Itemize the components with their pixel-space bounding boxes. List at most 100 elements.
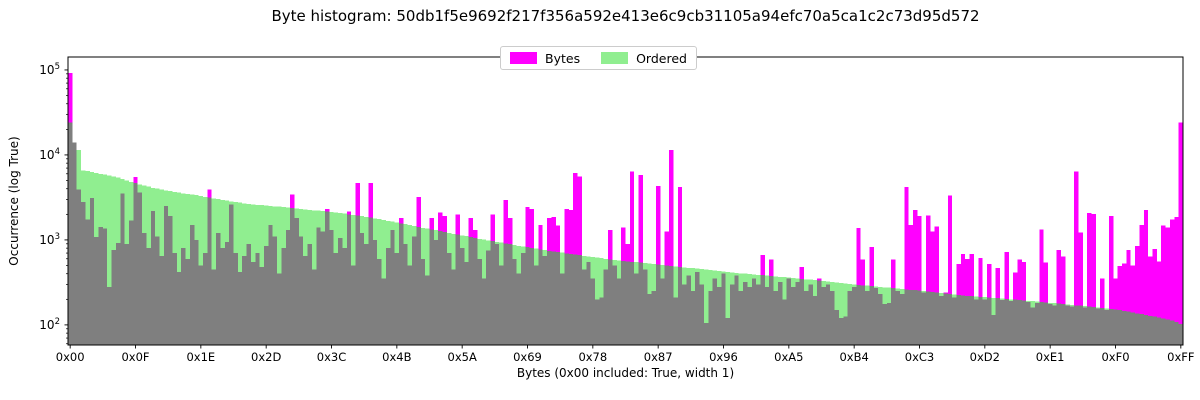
- bytes-bar-segment: [1143, 209, 1149, 315]
- overlap-bar-segment: [459, 248, 465, 345]
- overlap-bar-segment: [381, 278, 386, 345]
- ordered-bar-segment: [85, 171, 90, 220]
- overlap-bar-segment: [1082, 307, 1088, 345]
- overlap-bar-segment: [677, 266, 683, 345]
- bytes-bar-segment: [917, 216, 922, 291]
- ordered-bar-segment: [991, 297, 996, 316]
- ordered-bar-segment: [189, 194, 195, 225]
- overlap-bar-segment: [899, 294, 905, 345]
- overlap-bar-segment: [586, 261, 591, 345]
- ordered-bar-segment: [390, 221, 395, 231]
- overlap-bar-segment: [198, 265, 204, 345]
- overlap-bar-segment: [673, 297, 678, 345]
- bars-layer: [68, 73, 1183, 346]
- ordered-bar-segment: [690, 268, 696, 292]
- overlap-bar-segment: [851, 286, 857, 345]
- x-tick-label: 0x69: [513, 350, 542, 364]
- overlap-bar-segment: [573, 254, 578, 345]
- overlap-bar-segment: [263, 245, 269, 345]
- bytes-bar-segment: [956, 264, 961, 295]
- overlap-bar-segment: [159, 255, 164, 345]
- overlap-bar-segment: [324, 211, 330, 345]
- ordered-bar-segment: [94, 172, 99, 238]
- overlap-bar-segment: [629, 261, 635, 345]
- ordered-bar-segment: [250, 204, 256, 262]
- ordered-bar-segment: [329, 212, 334, 231]
- overlap-bar-segment: [956, 294, 961, 345]
- overlap-bar-segment: [333, 253, 339, 345]
- overlap-bar-segment: [581, 269, 587, 345]
- overlap-bar-segment: [1169, 320, 1175, 345]
- overlap-bar-segment: [507, 244, 513, 345]
- overlap-bar-segment: [891, 288, 896, 345]
- overlap-bar-segment: [385, 248, 391, 345]
- bytes-bar-segment: [368, 183, 373, 218]
- overlap-bar-segment: [612, 265, 617, 345]
- bytes-bar-segment: [1021, 261, 1027, 301]
- overlap-bar-segment: [773, 291, 778, 345]
- overlap-bar-segment: [743, 281, 748, 345]
- overlap-bar-segment: [203, 253, 208, 345]
- ordered-bar-segment: [394, 222, 400, 254]
- overlap-bar-segment: [512, 258, 517, 345]
- ordered-bar-segment: [1034, 301, 1040, 304]
- overlap-bar-segment: [595, 299, 600, 345]
- overlap-bar-segment: [960, 295, 966, 345]
- overlap-bar-segment: [804, 291, 809, 345]
- ordered-bar-segment: [220, 199, 225, 249]
- overlap-bar-segment: [81, 201, 86, 345]
- ordered-bar-segment: [590, 256, 596, 279]
- ordered-bar-segment: [142, 185, 147, 234]
- ordered-bar-segment: [834, 282, 839, 310]
- overlap-bar-segment: [503, 243, 508, 345]
- overlap-bar-segment: [1078, 305, 1083, 345]
- bytes-bar-segment: [455, 214, 460, 235]
- overlap-bar-segment: [189, 224, 195, 345]
- overlap-bar-segment: [812, 295, 818, 345]
- overlap-bar-segment: [821, 286, 826, 345]
- overlap-bar-segment: [725, 318, 731, 345]
- overlap-bar-segment: [142, 233, 147, 345]
- x-tick-label: 0x1E: [186, 350, 215, 364]
- bytes-bar-segment: [346, 211, 352, 215]
- x-tick-label: 0xC3: [905, 350, 934, 364]
- overlap-bar-segment: [886, 303, 892, 345]
- overlap-bar-segment: [72, 142, 77, 345]
- bytes-bar-segment: [207, 189, 212, 198]
- ordered-bar-segment: [420, 227, 426, 259]
- ordered-bar-segment: [830, 281, 835, 292]
- overlap-bar-segment: [756, 284, 761, 345]
- ordered-bar-segment: [851, 284, 857, 287]
- bytes-bar-segment: [1165, 227, 1170, 320]
- overlap-bar-segment: [446, 253, 452, 345]
- ordered-bar-segment: [311, 210, 317, 270]
- overlap-bar-segment: [207, 197, 212, 345]
- ordered-bar-segment: [847, 283, 852, 292]
- x-tick-label: 0x96: [709, 350, 738, 364]
- bytes-bar-segment: [1004, 252, 1009, 299]
- ordered-bar-segment: [599, 258, 604, 298]
- overlap-bar-segment: [377, 258, 382, 345]
- overlap-bar-segment: [1174, 322, 1179, 345]
- overlap-bar-segment: [1065, 305, 1070, 345]
- overlap-bar-segment: [795, 281, 800, 345]
- overlap-bar-segment: [163, 206, 169, 345]
- overlap-bar-segment: [351, 265, 356, 345]
- ordered-bar-segment: [211, 198, 217, 270]
- overlap-bar-segment: [764, 286, 770, 345]
- overlap-bar-segment: [529, 247, 535, 345]
- overlap-bar-segment: [987, 297, 992, 345]
- overlap-bar-segment: [433, 239, 439, 345]
- overlap-bar-segment: [730, 284, 735, 345]
- ordered-bar-segment: [1082, 306, 1088, 308]
- overlap-bar-segment: [721, 273, 726, 345]
- ordered-bar-segment: [751, 274, 757, 279]
- overlap-bar-segment: [817, 280, 822, 345]
- overlap-bar-segment: [686, 275, 691, 345]
- overlap-bar-segment: [294, 218, 299, 345]
- overlap-bar-segment: [316, 227, 321, 345]
- ordered-bar-segment: [477, 238, 482, 259]
- overlap-bar-segment: [233, 253, 238, 345]
- bytes-bar-segment: [529, 209, 535, 248]
- overlap-bar-segment: [85, 219, 90, 345]
